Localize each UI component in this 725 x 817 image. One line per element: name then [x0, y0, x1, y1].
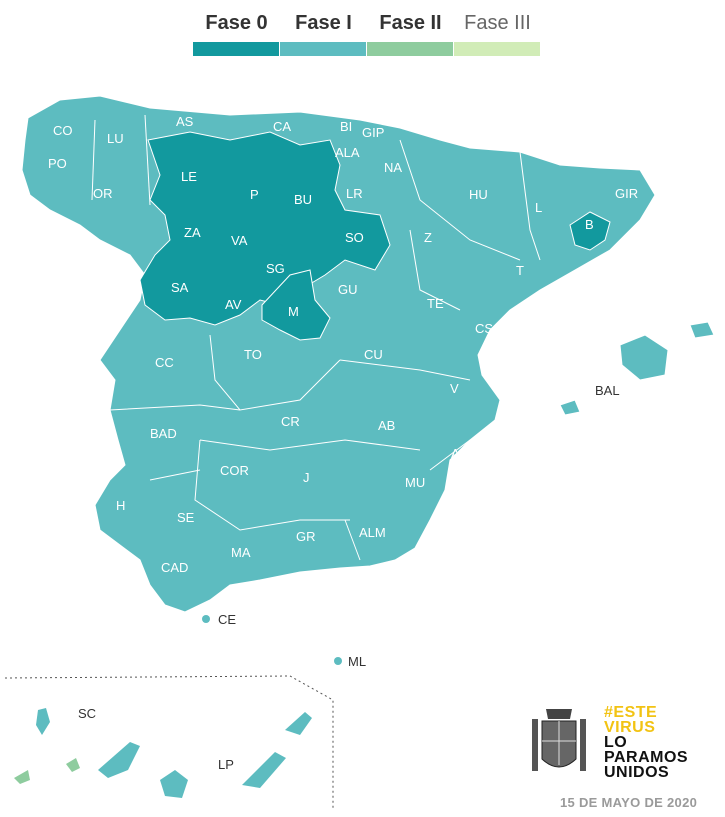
- legend-label: Fase 0: [205, 12, 268, 34]
- label-l: L: [535, 200, 542, 215]
- legend-fase-1: Fase I: [280, 10, 367, 58]
- label-cad: CAD: [161, 560, 188, 575]
- label-bad: BAD: [150, 426, 177, 441]
- label-gip: GIP: [362, 125, 384, 140]
- province-labels: CO LU PO OR AS CA BI GIP ALA NA LE P BU …: [48, 114, 638, 772]
- label-gu: GU: [338, 282, 358, 297]
- island-fuerteventura: [242, 752, 286, 788]
- label-t: T: [516, 263, 524, 278]
- legend-swatch: [454, 42, 540, 56]
- island-la-palma: [36, 708, 50, 735]
- label-z: Z: [424, 230, 432, 245]
- label-v: V: [450, 381, 459, 396]
- phase-legend: Fase 0 Fase I Fase II Fase III: [193, 10, 541, 58]
- campaign-branding: #ESTE VIRUS LO PARAMOS UNIDOS: [524, 705, 720, 785]
- label-to: TO: [244, 347, 262, 362]
- label-m: M: [288, 304, 299, 319]
- label-bal: BAL: [595, 383, 620, 398]
- label-so: SO: [345, 230, 364, 245]
- label-j: J: [303, 470, 310, 485]
- island-la-gomera: [66, 758, 80, 772]
- label-bi: BI: [340, 119, 352, 134]
- label-h: H: [116, 498, 125, 513]
- legend-fase-3: Fase III: [454, 10, 541, 58]
- label-mu: MU: [405, 475, 425, 490]
- label-te: TE: [427, 296, 444, 311]
- slogan: #ESTE VIRUS LO PARAMOS UNIDOS: [604, 704, 689, 781]
- label-cc: CC: [155, 355, 174, 370]
- legend-swatch: [193, 42, 279, 56]
- island-gran-canaria: [160, 770, 188, 798]
- label-sa: SA: [171, 280, 189, 295]
- label-ml: ML: [348, 654, 366, 669]
- slogan-hashtag-line-2: VIRUS: [604, 719, 656, 736]
- label-va: VA: [231, 233, 248, 248]
- slogan-line-4: PARAMOS: [604, 749, 689, 766]
- island-el-hierro: [14, 770, 30, 784]
- label-hu: HU: [469, 187, 488, 202]
- label-cu: CU: [364, 347, 383, 362]
- label-ce: CE: [218, 612, 236, 627]
- label-le: LE: [181, 169, 197, 184]
- map-date: 15 DE MAYO DE 2020: [560, 795, 698, 810]
- label-p: P: [250, 187, 259, 202]
- legend-fase-2: Fase II: [367, 10, 454, 58]
- label-as: AS: [176, 114, 194, 129]
- legend-label: Fase III: [464, 12, 531, 34]
- fase-0-madrid: [261, 269, 331, 341]
- label-a: A: [451, 446, 460, 461]
- label-gr: GR: [296, 529, 316, 544]
- legend-swatch: [367, 42, 453, 56]
- label-lu: LU: [107, 131, 124, 146]
- label-or: OR: [93, 186, 113, 201]
- island-ibiza: [559, 399, 581, 416]
- label-cr: CR: [281, 414, 300, 429]
- label-bu: BU: [294, 192, 312, 207]
- label-ca: CA: [273, 119, 291, 134]
- label-alm: ALM: [359, 525, 386, 540]
- label-sc: SC: [78, 706, 96, 721]
- slogan-hashtag-line-1: #ESTE: [604, 704, 658, 721]
- label-co: CO: [53, 123, 73, 138]
- label-lp: LP: [218, 757, 234, 772]
- province-borders: [91, 114, 541, 561]
- island-tenerife: [98, 742, 140, 778]
- legend-fase-0: Fase 0: [193, 10, 280, 58]
- ceuta-marker: [202, 615, 210, 623]
- island-menorca: [689, 321, 715, 339]
- legend-swatch: [280, 42, 366, 56]
- label-cs: CS: [475, 321, 493, 336]
- label-sg: SG: [266, 261, 285, 276]
- island-mallorca: [619, 334, 669, 381]
- label-po: PO: [48, 156, 67, 171]
- label-ala: ALA: [335, 145, 360, 160]
- label-b: B: [585, 217, 594, 232]
- label-za: ZA: [184, 225, 201, 240]
- label-cor: COR: [220, 463, 249, 478]
- label-lr: LR: [346, 186, 363, 201]
- label-gir: GIR: [615, 186, 638, 201]
- fase-0-barcelona: [569, 211, 611, 251]
- slogan-line-3: LO: [604, 734, 628, 751]
- label-ma: MA: [231, 545, 251, 560]
- label-ab: AB: [378, 418, 395, 433]
- label-se: SE: [177, 510, 195, 525]
- island-lanzarote: [285, 712, 312, 735]
- legend-label: Fase I: [295, 12, 352, 34]
- slogan-line-5: UNIDOS: [604, 764, 670, 781]
- legend-label: Fase II: [379, 12, 442, 34]
- label-na: NA: [384, 160, 402, 175]
- label-av: AV: [225, 297, 242, 312]
- coat-of-arms-icon: [532, 709, 586, 771]
- melilla-marker: [334, 657, 342, 665]
